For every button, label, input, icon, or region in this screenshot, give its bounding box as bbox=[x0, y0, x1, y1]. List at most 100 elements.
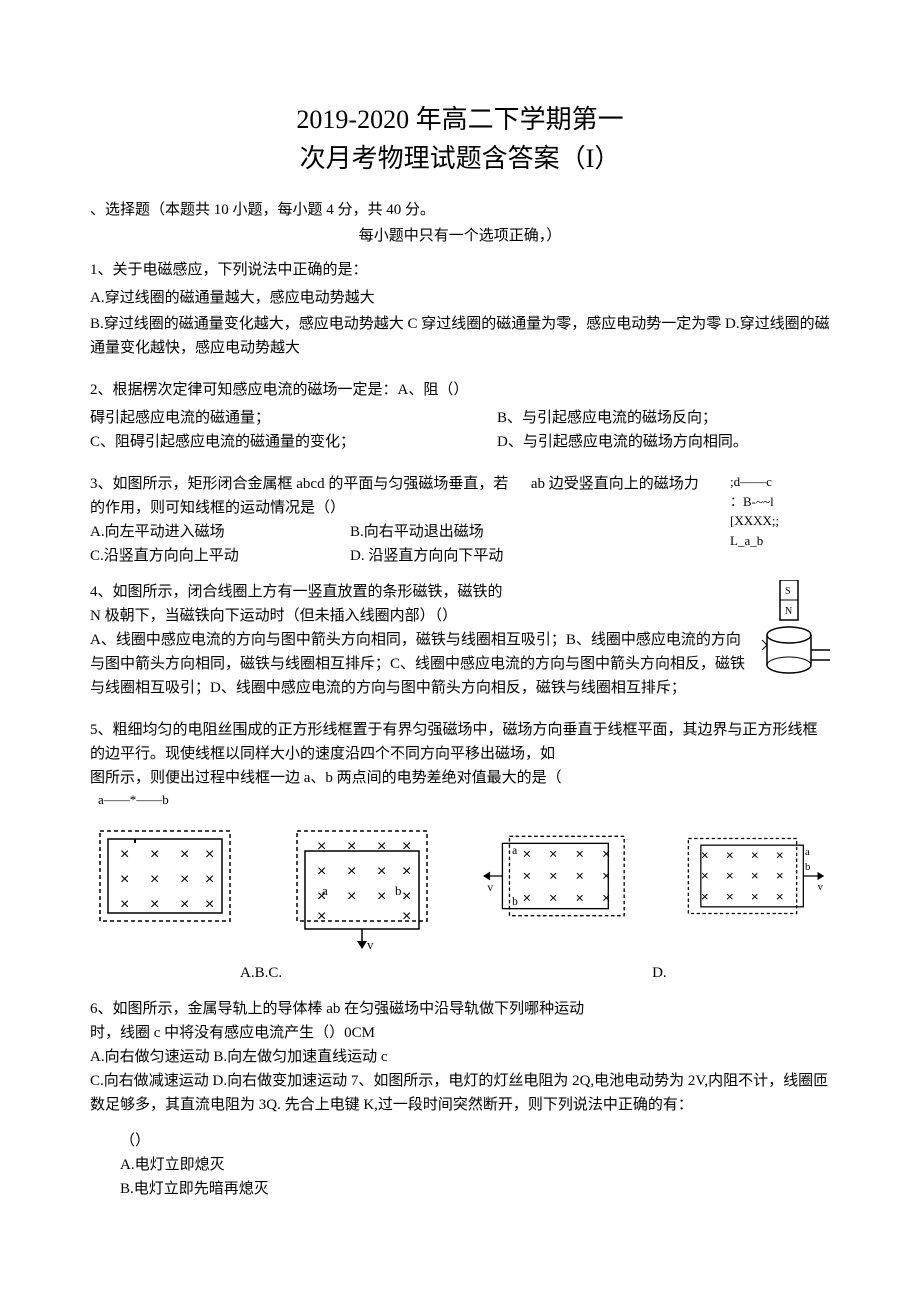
q6-ab: A.向右做匀速运动 B.向左做匀加速直线运动 c bbox=[90, 1045, 830, 1069]
q1-options-bcd: B.穿过线圈的磁通量变化越大，感应电动势越大 C 穿过线圈的磁通量为零，感应电动… bbox=[90, 312, 830, 360]
q2-text: 2、根据楞次定律可知感应电流的磁场一定是：A、阻（） bbox=[90, 378, 830, 402]
q3-option-a: A.向左平动进入磁场 bbox=[90, 520, 350, 544]
q3-option-b: B.向右平动退出磁场 bbox=[350, 520, 484, 544]
q6-text1: 6、如图所示，金属导轨上的导体棒 ab 在匀强磁场中沿导轨做下列哪种运动 bbox=[90, 997, 830, 1021]
svg-text:×: × bbox=[317, 863, 326, 880]
question-2: 2、根据楞次定律可知感应电流的磁场一定是：A、阻（） 碍引起感应电流的磁通量； … bbox=[90, 378, 830, 454]
svg-text:a: a bbox=[512, 845, 517, 857]
q1-text: 1、关于电磁感应，下列说法中正确的是： bbox=[90, 258, 830, 282]
svg-text:×: × bbox=[726, 889, 734, 904]
svg-text:×: × bbox=[701, 847, 709, 862]
svg-text:×: × bbox=[776, 889, 784, 904]
svg-text:×: × bbox=[576, 845, 584, 861]
svg-text:×: × bbox=[726, 868, 734, 883]
q5-d-label: D. bbox=[652, 961, 667, 985]
svg-text:×: × bbox=[701, 868, 709, 883]
q5-abc-label: A.B.C. bbox=[240, 961, 282, 985]
q5-fig-d: × × × × × × × × × × × × a b v bbox=[680, 821, 830, 931]
svg-text:×: × bbox=[347, 863, 356, 880]
svg-text:×: × bbox=[205, 846, 214, 863]
svg-text:b: b bbox=[395, 883, 402, 898]
q6-cd: C.向右做减速运动 D.向右做变加速运动 7、如图所示，电灯的灯丝电阻为 2Q,… bbox=[90, 1069, 830, 1117]
svg-text:×: × bbox=[180, 846, 189, 863]
svg-text:×: × bbox=[523, 867, 531, 883]
svg-text:×: × bbox=[150, 871, 159, 888]
q3-fig-line3: [XXXX;; bbox=[730, 511, 830, 531]
q5-text1: 5、粗细均匀的电阻丝围成的正方形线框置于有界匀强磁场中，磁场方向垂直于线框平面，… bbox=[90, 718, 830, 766]
section-header: 、选择题（本题共 10 小题，每小题 4 分，共 40 分。 bbox=[90, 198, 830, 222]
svg-text:×: × bbox=[377, 863, 386, 880]
svg-text:×: × bbox=[347, 838, 356, 855]
magnet-coil-icon: S N bbox=[760, 580, 830, 690]
q7-paren: （） bbox=[120, 1129, 830, 1153]
svg-text:×: × bbox=[377, 888, 386, 905]
question-7: （） A.电灯立即熄灭 B.电灯立即先暗再熄灭 bbox=[90, 1129, 830, 1201]
q3-text1: 3、如图所示，矩形闭合金属框 abcd 的平面与匀强磁场垂直，若 bbox=[90, 476, 508, 492]
svg-text:v: v bbox=[367, 937, 374, 951]
svg-text:×: × bbox=[701, 889, 709, 904]
magnet-s-label: S bbox=[785, 586, 791, 597]
svg-text:×: × bbox=[549, 867, 557, 883]
q3-figure: ;d——c ：B-~~l [XXXX;; L_a_b bbox=[730, 472, 830, 568]
svg-text:×: × bbox=[180, 896, 189, 913]
svg-text:v: v bbox=[488, 882, 494, 894]
svg-text:b: b bbox=[805, 861, 810, 873]
q3-fig-line4: L_a_b bbox=[730, 531, 830, 551]
q3-option-c: C.沿竖直方向向上平动 bbox=[90, 544, 350, 568]
svg-text:b: b bbox=[512, 896, 518, 908]
svg-text:×: × bbox=[549, 845, 557, 861]
q4-options: A、线圈中感应电流的方向与图中箭头方向相同，磁铁与线圈相互吸引；B、线圈中感应电… bbox=[90, 628, 750, 700]
svg-text:×: × bbox=[602, 845, 610, 861]
svg-text:a: a bbox=[805, 846, 810, 858]
svg-text:×: × bbox=[576, 889, 584, 905]
svg-text:×: × bbox=[317, 838, 326, 855]
svg-text:×: × bbox=[776, 868, 784, 883]
svg-text:a: a bbox=[322, 883, 328, 898]
svg-text:×: × bbox=[602, 889, 610, 905]
svg-text:×: × bbox=[402, 888, 411, 905]
svg-text:×: × bbox=[205, 896, 214, 913]
svg-text:×: × bbox=[523, 889, 531, 905]
svg-text:×: × bbox=[402, 908, 411, 925]
title-line-1: 2019-2020 年高二下学期第一 bbox=[296, 105, 623, 134]
svg-text:v: v bbox=[817, 881, 823, 893]
svg-text:×: × bbox=[377, 838, 386, 855]
svg-text:×: × bbox=[776, 847, 784, 862]
q5-fig-b: ×××× ×××× ×××× ×× a b v bbox=[287, 821, 437, 951]
section-subheader: 每小题中只有一个选项正确，） bbox=[90, 224, 830, 248]
q4-figure: S N bbox=[760, 580, 830, 700]
q5-figures: × × × × × × × × × × × × × × × × × × × × × × × × × × a b v bbox=[90, 821, 830, 951]
question-3: 3、如图所示，矩形闭合金属框 abcd 的平面与匀强磁场垂直，若 ab 边受竖直… bbox=[90, 472, 830, 568]
svg-text:×: × bbox=[120, 846, 129, 863]
svg-text:×: × bbox=[602, 867, 610, 883]
title-line-2: 次月考物理试题含答案（I） bbox=[300, 144, 621, 173]
question-6: 6、如图所示，金属导轨上的导体棒 ab 在匀强磁场中沿导轨做下列哪种运动 时，线… bbox=[90, 997, 830, 1117]
q3-fig-line1: ;d——c bbox=[730, 472, 830, 492]
question-1: 1、关于电磁感应，下列说法中正确的是： A.穿过线圈的磁通量越大，感应电动势越大… bbox=[90, 258, 830, 360]
q5-text2: 图所示，则便出过程中线框一边 a、b 两点间的电势差绝对值最大的是（ bbox=[90, 766, 830, 790]
q3-fig-line2: ：B-~~l bbox=[730, 492, 830, 512]
q2-line2-left: 碍引起感应电流的磁通量； bbox=[90, 406, 497, 430]
svg-text:×: × bbox=[549, 889, 557, 905]
q3-option-d: D. 沿竖直方向向下平动 bbox=[350, 544, 503, 568]
q4-text2: N 极朝下，当磁铁向下运动时（但未插入线圈内部）（） bbox=[90, 604, 750, 628]
svg-text:×: × bbox=[402, 838, 411, 855]
svg-text:×: × bbox=[402, 863, 411, 880]
svg-text:×: × bbox=[523, 845, 531, 861]
svg-text:×: × bbox=[120, 896, 129, 913]
svg-text:×: × bbox=[751, 868, 759, 883]
svg-text:×: × bbox=[751, 889, 759, 904]
svg-text:×: × bbox=[205, 871, 214, 888]
svg-text:×: × bbox=[150, 896, 159, 913]
q2-line3-left: C、阻碍引起感应电流的磁通量的变化； bbox=[90, 430, 497, 454]
magnet-n-label: N bbox=[785, 606, 792, 617]
q2-line2-right: B、与引起感应电流的磁场反向； bbox=[497, 406, 830, 430]
svg-text:×: × bbox=[347, 888, 356, 905]
q6-text2: 时，线圈 c 中将没有感应电流产生（）0CM bbox=[90, 1021, 830, 1045]
q7-option-b: B.电灯立即先暗再熄灭 bbox=[120, 1177, 830, 1201]
svg-text:×: × bbox=[751, 847, 759, 862]
q3-text2: 的作用，则可知线框的运动情况是（） bbox=[90, 496, 710, 520]
svg-text:×: × bbox=[726, 847, 734, 862]
svg-text:×: × bbox=[150, 846, 159, 863]
q1-option-a: A.穿过线圈的磁通量越大，感应电动势越大 bbox=[90, 286, 830, 310]
